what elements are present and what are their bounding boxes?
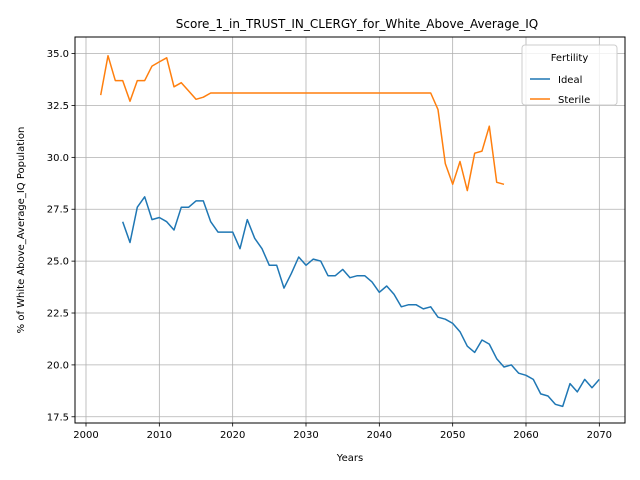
y-tick-label: 25.0	[47, 257, 69, 268]
y-tick-label: 20.0	[47, 360, 69, 371]
y-tick-label: 17.5	[47, 412, 69, 423]
y-tick-label: 30.0	[47, 153, 69, 164]
y-tick-label: 27.5	[47, 205, 69, 216]
series-line-sterile	[99, 54, 505, 192]
legend-label-ideal: Ideal	[558, 75, 582, 86]
x-tick-label: 2060	[513, 430, 538, 441]
legend: Fertility Ideal Sterile	[521, 44, 618, 106]
x-axis-ticks: 2000 2010 2020 2030 2040 2050 2060 2070	[73, 423, 612, 441]
x-tick-label: 2050	[440, 430, 465, 441]
x-tick-label: 2000	[73, 430, 98, 441]
legend-label-sterile: Sterile	[558, 95, 590, 106]
y-tick-label: 32.5	[47, 101, 69, 112]
legend-box	[521, 44, 618, 106]
chart-title: Score_1_in_TRUST_IN_CLERGY_for_White_Abo…	[176, 17, 538, 31]
y-tick-label: 35.0	[47, 49, 69, 60]
plot-frame	[74, 36, 626, 424]
x-tick-label: 2040	[367, 430, 392, 441]
x-tick-label: 2020	[220, 430, 245, 441]
series-layer	[99, 54, 600, 408]
grid	[75, 37, 625, 423]
y-axis-ticks: 17.5 20.0 22.5 25.0 27.5 30.0 32.5 35.0	[47, 49, 75, 423]
series-line-ideal	[121, 196, 600, 408]
y-axis-label: % of White Above_Average_IQ Population	[16, 127, 27, 334]
y-tick-label: 22.5	[47, 309, 69, 320]
legend-title: Fertility	[551, 53, 589, 64]
x-tick-label: 2070	[587, 430, 612, 441]
x-tick-label: 2010	[147, 430, 172, 441]
x-tick-label: 2030	[293, 430, 318, 441]
x-axis-label: Years	[336, 453, 363, 464]
